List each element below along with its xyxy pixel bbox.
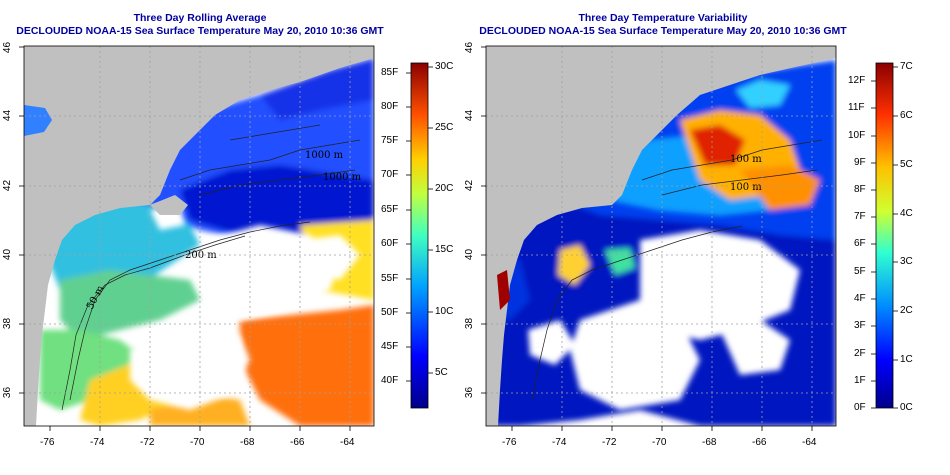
left-colorbar <box>410 62 429 409</box>
left-colorbar-f-label: 40F <box>381 375 399 386</box>
right-colorbar-f-label: 7F <box>854 211 866 222</box>
right-colorbar-f-label: 2F <box>854 348 866 359</box>
right-x-tick-label: -66 <box>752 437 767 448</box>
right-colorbar <box>875 62 894 409</box>
left-contour-label: 1000 m <box>323 172 362 183</box>
right-y-tick-label: 36 <box>464 386 476 399</box>
right-colorbar-f-label: 3F <box>854 320 866 331</box>
left-x-tick-label: -66 <box>290 437 305 448</box>
left-title-line1: Three Day Rolling Average <box>133 12 267 24</box>
right-colorbar-c-label: 0C <box>900 402 913 413</box>
left-y-tick-label: 42 <box>2 179 14 192</box>
right-contour-label: 100 m <box>730 154 762 165</box>
left-colorbar-f-label: 55F <box>381 273 399 284</box>
left-contour-label: 1000 m <box>305 150 344 161</box>
right-y-tick-label: 38 <box>464 317 476 330</box>
left-colorbar-f-label: 70F <box>381 169 399 180</box>
right-colorbar-f-label: 12F <box>848 75 866 86</box>
left-colorbar-f-label: 50F <box>381 307 399 318</box>
left-colorbar-c-label: 25C <box>435 122 454 133</box>
right-colorbar-c-label: 5C <box>900 159 913 170</box>
right-colorbar-f-label: 1F <box>854 375 866 386</box>
left-title-line2: DECLOUDED NOAA-15 Sea Surface Temperatur… <box>16 25 384 37</box>
right-colorbar-f-label: 4F <box>854 293 866 304</box>
left-x-tick-label: -68 <box>240 437 255 448</box>
left-colorbar-c-label: 5C <box>435 367 448 378</box>
left-y-tick-label: 38 <box>2 317 14 330</box>
left-colorbar-c-label: 30C <box>435 61 454 72</box>
left-colorbar-f-label: 45F <box>381 341 399 352</box>
right-contour-label: 100 m <box>730 182 762 193</box>
right-x-tick-label: -72 <box>602 437 617 448</box>
right-colorbar-f-label: 9F <box>854 157 866 168</box>
right-colorbar-f-label: 8F <box>854 184 866 195</box>
right-map: 100 m 100 m <box>486 46 836 426</box>
right-y-tick-label: 42 <box>464 179 476 192</box>
left-colorbar-f-label: 60F <box>381 238 399 249</box>
left-map: 1000 m 1000 m 200 m 50 m <box>24 46 374 426</box>
left-x-tick-label: -74 <box>90 437 105 448</box>
left-y-tick-label: 44 <box>2 109 14 122</box>
left-x-tick-label: -70 <box>190 437 205 448</box>
left-y-tick-label: 36 <box>2 386 14 399</box>
right-colorbar-c-label: 2C <box>900 305 913 316</box>
left-y-tick-label: 46 <box>2 41 14 54</box>
right-x-tick-label: -64 <box>802 437 817 448</box>
left-colorbar-c-label: 15C <box>435 244 454 255</box>
left-colorbar-f-label: 85F <box>381 67 399 78</box>
right-colorbar-f-label: 5F <box>854 266 866 277</box>
right-colorbar-c-label: 6C <box>900 110 913 121</box>
right-title-line2: DECLOUDED NOAA-15 Sea Surface Temperatur… <box>479 25 847 37</box>
right-colorbar-f-label: 6F <box>854 238 866 249</box>
right-title-line1: Three Day Temperature Variability <box>578 12 748 24</box>
left-map-frame <box>23 45 375 427</box>
left-colorbar-f-label: 80F <box>381 101 399 112</box>
left-colorbar-c-label: 10C <box>435 306 454 317</box>
right-x-tick-label: -74 <box>552 437 567 448</box>
right-colorbar-f-label: 0F <box>854 402 866 413</box>
right-colorbar-f-label: 10F <box>848 130 866 141</box>
right-y-tick-label: 44 <box>464 109 476 122</box>
left-x-tick-label: -76 <box>40 437 55 448</box>
left-contour-label: 200 m <box>185 250 217 261</box>
left-colorbar-f-label: 75F <box>381 135 399 146</box>
right-x-tick-label: -70 <box>652 437 667 448</box>
right-colorbar-c-label: 1C <box>900 354 913 365</box>
left-x-tick-label: -64 <box>340 437 355 448</box>
right-y-tick-label: 46 <box>464 41 476 54</box>
right-colorbar-c-label: 3C <box>900 256 913 267</box>
right-y-tick-label: 40 <box>464 248 476 261</box>
left-x-tick-label: -72 <box>140 437 155 448</box>
right-colorbar-f-label: 11F <box>848 102 865 113</box>
left-colorbar-c-label: 20C <box>435 183 454 194</box>
right-colorbar-c-label: 7C <box>900 61 913 72</box>
right-map-frame <box>485 45 837 427</box>
right-colorbar-c-label: 4C <box>900 208 913 219</box>
left-y-tick-label: 40 <box>2 248 14 261</box>
right-x-tick-label: -76 <box>502 437 517 448</box>
left-colorbar-f-label: 65F <box>381 204 399 215</box>
right-x-tick-label: -68 <box>702 437 717 448</box>
